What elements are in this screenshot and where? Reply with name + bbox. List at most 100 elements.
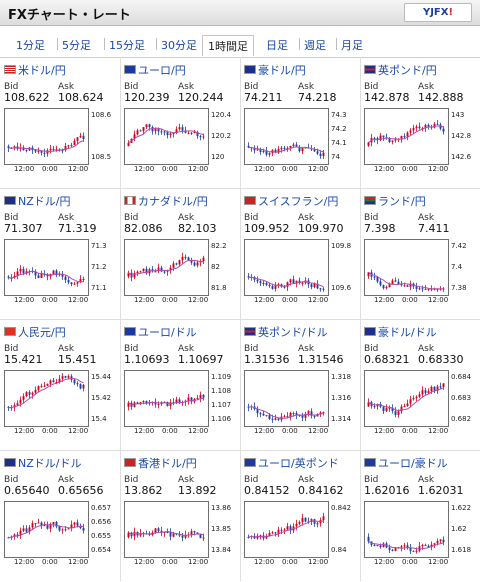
tab-6[interactable]: 週足 bbox=[304, 39, 326, 52]
candle-body bbox=[247, 145, 250, 148]
bid-label: Bid bbox=[244, 344, 259, 354]
pair-card[interactable]: カナダドル/円 Bid Ask 82.086 82.103 82.2 82 81.8 12:00… bbox=[121, 189, 238, 320]
pair-card[interactable]: 英ポンド/円 Bid Ask 142.878 142.888 143 142.8 142.6 1… bbox=[361, 58, 478, 189]
pair-card[interactable]: 豪ドル/ドル Bid Ask 0.68321 0.68330 0.684 0.683 0.68… bbox=[361, 320, 478, 451]
logo-main: YJFX bbox=[422, 7, 449, 18]
bid-value: 109.952 bbox=[244, 222, 290, 235]
pair-card[interactable]: スイスフラン/円 Bid Ask 109.952 109.970 109.8 109.6 12… bbox=[241, 189, 358, 320]
tab-3[interactable]: 30分足 bbox=[161, 39, 197, 52]
candle-body bbox=[262, 150, 265, 153]
pair-name: 人民元/円 bbox=[18, 326, 66, 339]
mini-chart[interactable]: 120.4 120.2 120 12:00 0:00 12:00 bbox=[124, 108, 236, 176]
chart-plot bbox=[4, 108, 89, 165]
tab-1[interactable]: 5分足 bbox=[62, 39, 91, 52]
candle-body bbox=[16, 403, 19, 406]
mini-chart[interactable]: 0.684 0.683 0.682 12:00 0:00 12:00 bbox=[364, 370, 476, 438]
pair-title-link[interactable]: 香港ドル/円 bbox=[124, 455, 197, 471]
candle-body bbox=[316, 151, 319, 154]
pair-title-link[interactable]: ユーロ/豪ドル bbox=[364, 455, 448, 471]
mini-chart[interactable]: 71.3 71.2 71.1 12:00 0:00 12:00 bbox=[4, 239, 116, 307]
mini-chart[interactable]: 7.42 7.4 7.38 12:00 0:00 12:00 bbox=[364, 239, 476, 307]
candle-body bbox=[52, 270, 55, 275]
pair-title-link[interactable]: 英ポンド/円 bbox=[364, 62, 437, 78]
mini-chart[interactable]: 1.622 1.62 1.618 12:00 0:00 12:00 bbox=[364, 501, 476, 569]
candle-body bbox=[49, 524, 52, 529]
pair-name: 豪ドル/ドル bbox=[378, 326, 437, 339]
pair-card[interactable]: NZドル/円 Bid Ask 71.307 71.319 71.3 71.2 71.1 12:0… bbox=[1, 189, 118, 320]
pair-title-link[interactable]: NZドル/ドル bbox=[4, 455, 81, 471]
candle-body bbox=[286, 147, 289, 149]
candle-body bbox=[313, 283, 316, 287]
candle-body bbox=[421, 390, 424, 395]
tab-7[interactable]: 月足 bbox=[341, 39, 363, 52]
x-tick-label: 12:00 bbox=[254, 165, 275, 173]
pair-title-link[interactable]: ランド/円 bbox=[364, 193, 426, 209]
pair-card[interactable]: ユーロ/ドル Bid Ask 1.10693 1.10697 1.109 1.108 1.10… bbox=[121, 320, 238, 451]
pair-title-link[interactable]: NZドル/円 bbox=[4, 193, 70, 209]
candle-body bbox=[277, 529, 280, 534]
candle-body bbox=[55, 149, 58, 151]
candle-body bbox=[19, 399, 22, 404]
candle-body bbox=[442, 383, 445, 387]
pair-title-link[interactable]: 人民元/円 bbox=[4, 324, 66, 340]
candle-body bbox=[127, 532, 130, 538]
mini-chart[interactable]: 0.657 0.656 0.655 0.654 12:00 0:00 12:00 bbox=[4, 501, 116, 569]
pair-card[interactable]: ユーロ/円 Bid Ask 120.239 120.244 120.4 120.2 120 12… bbox=[121, 58, 238, 189]
pair-title-link[interactable]: ユーロ/ドル bbox=[124, 324, 197, 340]
pair-title-link[interactable]: ユーロ/円 bbox=[124, 62, 186, 78]
ask-value: 82.103 bbox=[178, 222, 217, 235]
mini-chart[interactable]: 1.318 1.316 1.314 12:00 0:00 12:00 bbox=[244, 370, 356, 438]
mini-chart[interactable]: 15.44 15.42 15.4 12:00 0:00 12:00 bbox=[4, 370, 116, 438]
pair-title-link[interactable]: 豪ドル/ドル bbox=[364, 324, 437, 340]
pair-card[interactable]: 人民元/円 Bid Ask 15.421 15.451 15.44 15.42 15.4 12:… bbox=[1, 320, 118, 451]
y-tick-label: 0.684 bbox=[451, 372, 472, 381]
y-tick-label: 82.2 bbox=[211, 241, 227, 250]
tab-5[interactable]: 日足 bbox=[266, 39, 288, 52]
x-tick-label: 12:00 bbox=[254, 427, 275, 435]
pair-card[interactable]: NZドル/ドル Bid Ask 0.65640 0.65656 0.657 0.656 0.6… bbox=[1, 451, 118, 582]
pair-card[interactable]: 香港ドル/円 Bid Ask 13.862 13.892 13.86 13.85 13.84 1… bbox=[121, 451, 238, 582]
mini-chart[interactable]: 82.2 82 81.8 12:00 0:00 12:00 bbox=[124, 239, 236, 307]
mini-chart[interactable]: 74.3 74.2 74.1 74 12:00 0:00 12:00 bbox=[244, 108, 356, 176]
moving-average-line bbox=[128, 397, 204, 406]
pair-card[interactable]: ユーロ/豪ドル Bid Ask 1.62016 1.62031 1.622 1.62 1.61… bbox=[361, 451, 478, 582]
candle-body bbox=[274, 284, 277, 289]
y-tick-label: 120.2 bbox=[211, 132, 232, 140]
mini-chart[interactable]: 108.6 108.5 12:00 0:00 12:00 bbox=[4, 108, 116, 176]
candle-body bbox=[424, 390, 427, 393]
candle-body bbox=[67, 145, 70, 147]
pair-name: 米ドル/円 bbox=[18, 64, 66, 77]
tab-2[interactable]: 15分足 bbox=[109, 39, 145, 52]
pair-title-link[interactable]: 英ポンド/ドル bbox=[244, 324, 328, 340]
candle-body bbox=[181, 256, 184, 261]
candle-body bbox=[193, 262, 196, 266]
mini-chart[interactable]: 1.109 1.108 1.107 1.106 12:00 0:00 12:00 bbox=[124, 370, 236, 438]
pair-card[interactable]: 米ドル/円 Bid Ask 108.622 108.624 108.6 108.5 12:00… bbox=[1, 58, 118, 189]
candle-body bbox=[133, 402, 136, 407]
candle-body bbox=[148, 124, 151, 127]
pair-title-link[interactable]: スイスフラン/円 bbox=[244, 193, 338, 209]
pair-title-link[interactable]: ユーロ/英ポンド bbox=[244, 455, 339, 471]
pair-title-link[interactable]: 豪ドル/円 bbox=[244, 62, 306, 78]
mini-chart[interactable]: 13.86 13.85 13.84 12:00 0:00 12:00 bbox=[124, 501, 236, 569]
candle-body bbox=[25, 528, 28, 532]
ask-label: Ask bbox=[298, 82, 315, 92]
x-tick-label: 0:00 bbox=[282, 296, 298, 304]
pair-card[interactable]: ランド/円 Bid Ask 7.398 7.411 7.42 7.4 7.38 12:00 0:0… bbox=[361, 189, 478, 320]
candle-body bbox=[22, 268, 25, 274]
pair-card[interactable]: ユーロ/英ポンド Bid Ask 0.84152 0.84162 0.842 0.84 12:… bbox=[241, 451, 358, 582]
pair-card[interactable]: 豪ドル/円 Bid Ask 74.211 74.218 74.3 74.2 74.1 74 12:… bbox=[241, 58, 358, 189]
mini-chart[interactable]: 109.8 109.6 12:00 0:00 12:00 bbox=[244, 239, 356, 307]
pair-title-link[interactable]: 米ドル/円 bbox=[4, 62, 66, 78]
pair-title-link[interactable]: カナダドル/円 bbox=[124, 193, 208, 209]
mini-chart[interactable]: 0.842 0.84 12:00 0:00 12:00 bbox=[244, 501, 356, 569]
tab-4[interactable]: 1時間足 bbox=[202, 35, 254, 56]
candle-body bbox=[283, 147, 286, 149]
mini-chart[interactable]: 143 142.8 142.6 12:00 0:00 12:00 bbox=[364, 108, 476, 176]
pair-card[interactable]: 英ポンド/ドル Bid Ask 1.31536 1.31546 1.318 1.316 1.3… bbox=[241, 320, 358, 451]
candle-body bbox=[406, 403, 409, 407]
chart-plot bbox=[124, 370, 209, 427]
country-flag-icon bbox=[364, 196, 376, 205]
y-tick-label: 1.618 bbox=[451, 546, 472, 555]
tab-0[interactable]: 1分足 bbox=[16, 39, 45, 52]
